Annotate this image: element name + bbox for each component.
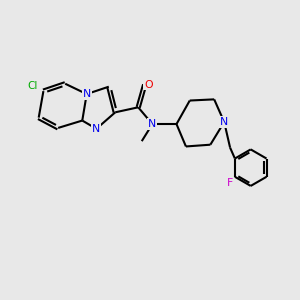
Text: N: N	[92, 124, 101, 134]
Text: N: N	[148, 119, 157, 129]
Text: N: N	[82, 89, 91, 99]
Text: Cl: Cl	[27, 81, 38, 91]
Text: O: O	[144, 80, 152, 90]
Text: N: N	[220, 117, 228, 127]
Text: F: F	[226, 178, 233, 188]
